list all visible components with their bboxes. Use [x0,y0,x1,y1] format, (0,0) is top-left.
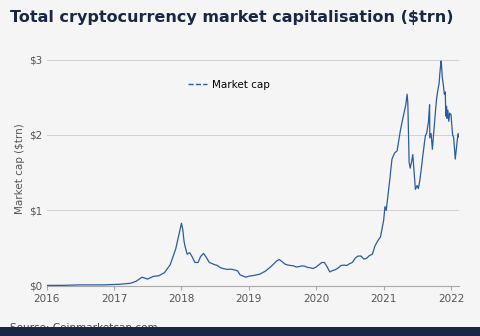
Text: Total cryptocurrency market capitalisation ($trn): Total cryptocurrency market capitalisati… [10,10,453,25]
Legend: Market cap: Market cap [184,76,274,94]
Text: Source: Coinmarketcap.com: Source: Coinmarketcap.com [10,323,157,333]
Y-axis label: Market cap ($trn): Market cap ($trn) [15,124,25,214]
